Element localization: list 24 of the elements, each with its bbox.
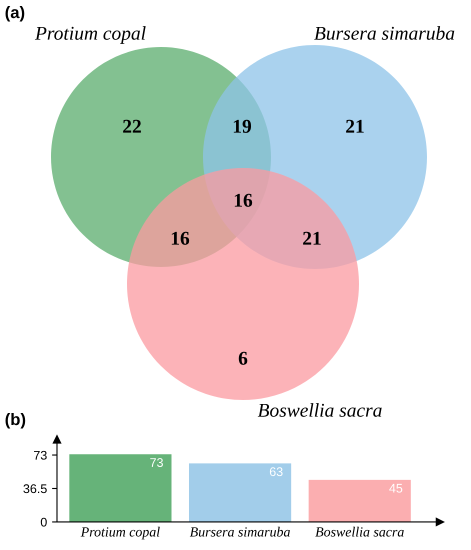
data-label: 22: [123, 120, 141, 133]
data-label: 16: [172, 232, 190, 245]
x-tick-label: Protium copal: [80, 526, 160, 540]
data-label: 45: [389, 484, 402, 493]
bar: [69, 454, 172, 522]
x-tick-label: Bursera simaruba: [190, 526, 290, 537]
text: Bursera simaruba: [314, 26, 454, 40]
text: (a): [6, 6, 24, 22]
data-label: 21: [346, 120, 364, 133]
x-tick-label: Boswellia sacra: [315, 526, 404, 537]
y-tick-label: 73: [34, 450, 47, 460]
y-tick-label: 0: [40, 518, 47, 527]
data-label: 73: [150, 458, 163, 467]
data-label: 63: [270, 467, 283, 476]
text: Protium copal: [34, 26, 146, 44]
bar: [308, 480, 411, 522]
data-label: 6: [238, 352, 248, 365]
y-tick-label: 36.5: [23, 484, 47, 494]
data-label: 21: [303, 232, 321, 245]
chart-title: (b): [6, 412, 26, 429]
data-label: 19: [234, 120, 252, 133]
text: Boswellia sacra: [258, 403, 382, 417]
bar: [188, 463, 292, 522]
data-label: 16: [234, 194, 252, 207]
